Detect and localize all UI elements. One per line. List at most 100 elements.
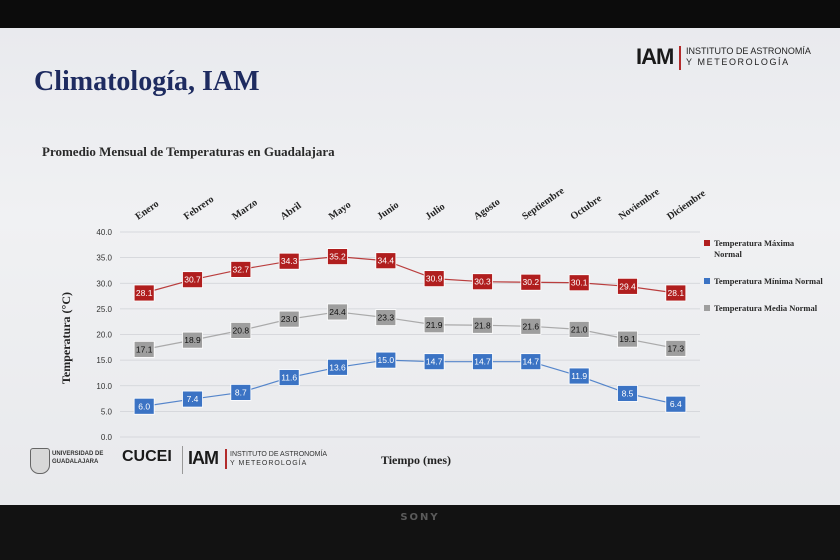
series-line-max [144, 255, 676, 294]
iam-footer-divider [225, 449, 227, 469]
data-point-max [617, 277, 638, 295]
data-point-media [472, 316, 493, 334]
legend-swatch-max [704, 240, 710, 246]
data-label-media: 24.4 [329, 307, 346, 317]
data-label-max: 32.7 [233, 264, 250, 274]
legend-item-media: Temperatura Media Normal [704, 303, 824, 314]
legend-item-min: Temperatura Mínima Normal [704, 276, 824, 287]
data-label-min: 8.5 [622, 388, 634, 398]
data-label-min: 11.9 [571, 371, 587, 381]
data-point-min [278, 369, 300, 386]
data-label-min: 13.6 [329, 362, 346, 372]
footer-divider [182, 446, 183, 474]
data-point-min [665, 395, 687, 413]
chart-title: Promedio Mensual de Temperaturas en Guad… [42, 144, 335, 159]
iam-footer-mark: IAM [188, 448, 219, 468]
data-label-media: 21.8 [474, 320, 491, 330]
data-label-max: 35.2 [329, 252, 346, 262]
data-point-max [375, 252, 397, 270]
data-point-media [568, 320, 590, 338]
data-label-media: 21.6 [523, 321, 540, 331]
x-category-label: Julio [424, 201, 448, 222]
y-tick-label: 25.0 [96, 305, 112, 314]
legend-item-max: Temperatura Máxima Normal [704, 238, 824, 260]
legend-label-min: Temperatura Mínima Normal [714, 276, 823, 286]
data-point-max [278, 252, 300, 270]
monitor-bezel-bottom [0, 505, 840, 560]
x-category-label: Marzo [230, 197, 260, 222]
data-label-min: 6.0 [138, 401, 150, 411]
data-label-max: 30.7 [184, 275, 201, 285]
data-point-media [133, 340, 155, 358]
temperature-chart: 0.0 5.0 10.0 15.0 20.0 25.0 30.0 35.0 40.0 Enero F… [59, 185, 708, 467]
data-label-min: 11.6 [281, 373, 297, 383]
iam-footer-line1: INSTITUTO DE ASTRONOMÍA [230, 451, 328, 458]
x-category-label: Septiembre [520, 185, 567, 222]
data-label-media: 23.0 [281, 314, 298, 324]
slide-screen: Climatología, IAM IAM INSTITUTO DE ASTRO… [0, 28, 840, 506]
data-point-min [327, 358, 348, 376]
y-tick-label: 30.0 [96, 279, 112, 288]
data-point-min [568, 367, 590, 385]
udg-seal-icon [30, 448, 50, 474]
y-axis-label: Temperatura (°C) [59, 292, 73, 384]
x-category-label: Enero [134, 199, 162, 223]
data-label-media: 18.9 [184, 335, 201, 345]
legend-label-media: Temperatura Media Normal [714, 303, 818, 313]
iam-footer-text: INSTITUTO DE ASTRONOMÍA Y METEOROLOGÍA [230, 450, 330, 468]
data-label-media: 17.3 [668, 343, 685, 353]
data-point-max [327, 248, 348, 266]
data-point-media [182, 331, 203, 349]
data-point-max [230, 261, 252, 278]
data-label-max: 34.3 [281, 256, 298, 266]
data-point-max [182, 271, 203, 289]
data-label-media: 17.1 [136, 344, 153, 354]
cucei-logo: CUCEI [122, 448, 172, 465]
data-point-min [520, 353, 542, 371]
data-point-min [617, 385, 638, 402]
x-category-label: Febrero [182, 194, 216, 223]
legend-swatch-min [704, 278, 710, 284]
data-label-media: 20.8 [233, 325, 250, 335]
y-tick-label: 40.0 [96, 228, 112, 237]
data-point-media [617, 330, 638, 348]
iam-logo-line2: Y METEOROLOGÍA [686, 57, 790, 67]
iam-logo-mark: IAM [636, 44, 674, 69]
series-line-media [144, 311, 676, 350]
data-label-max: 34.4 [378, 256, 395, 266]
data-label-max: 29.4 [619, 281, 636, 291]
data-point-max [472, 273, 493, 291]
x-category-label: Noviembre [617, 186, 662, 222]
y-tick-label: 15.0 [96, 356, 112, 365]
data-label-media: 23.3 [378, 313, 395, 323]
data-label-max: 30.1 [571, 278, 588, 288]
x-category-label: Octubre [569, 193, 605, 223]
data-point-min [472, 353, 493, 371]
series-line-min [144, 359, 676, 407]
iam-logo-divider [679, 46, 681, 70]
y-tick-label: 35.0 [96, 254, 112, 263]
data-point-max [520, 273, 542, 291]
data-label-min: 8.7 [235, 387, 247, 397]
y-tick-label: 20.0 [96, 331, 112, 340]
data-label-media: 21.0 [571, 324, 588, 334]
data-label-max: 28.1 [136, 288, 153, 298]
data-point-max [568, 274, 590, 292]
y-tick-label: 0.0 [101, 433, 113, 442]
udg-logo-text: UNIVERSIDAD DE GUADALAJARA [52, 450, 122, 466]
chart-legend: Temperatura Máxima Normal Temperatura Mí… [704, 238, 824, 330]
data-point-media [665, 339, 687, 357]
data-label-min: 14.7 [426, 357, 443, 367]
data-label-media: 21.9 [426, 320, 443, 330]
data-point-min [230, 384, 252, 401]
data-point-min [375, 351, 397, 369]
data-point-media [375, 309, 397, 326]
data-label-min: 14.7 [474, 357, 491, 367]
data-label-max: 30.3 [474, 277, 491, 287]
data-label-min: 14.7 [523, 357, 540, 367]
data-point-min [423, 353, 445, 371]
x-category-label: Diciembre [665, 188, 708, 223]
y-tick-label: 10.0 [96, 382, 112, 391]
x-category-label: Junio [375, 200, 401, 223]
legend-swatch-media [704, 305, 710, 311]
